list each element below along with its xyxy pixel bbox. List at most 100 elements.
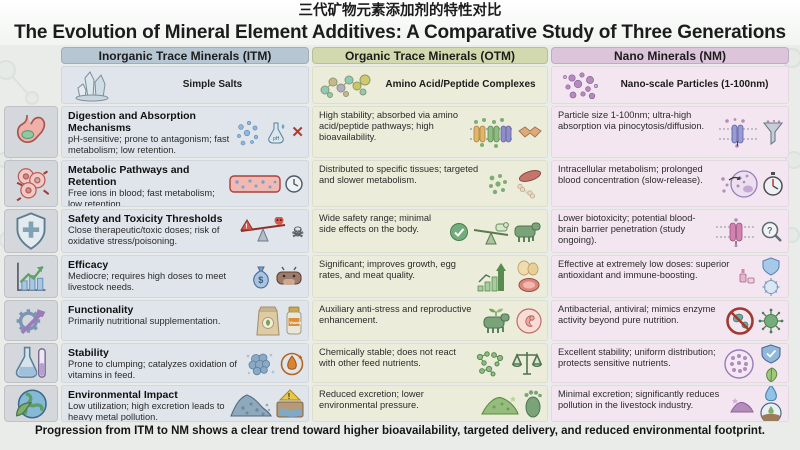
svg-text:pH: pH (273, 136, 280, 142)
svg-text:Vitamin: Vitamin (289, 321, 301, 325)
cell-text: Effective at extremely low doses: superi… (558, 259, 730, 280)
row-title: Digestion and Absorption Mechanisms (68, 110, 196, 134)
footer-conclusion: Progression from ITM to NM shows a clear… (35, 425, 765, 437)
oxidation-drop-icon (280, 352, 304, 375)
shield-cross-icon (16, 212, 46, 250)
footprint-icon (524, 390, 542, 418)
barrier-channel-icon (716, 217, 756, 247)
cell-itm-stability: Stability Prone to clumping; catalyzes o… (61, 343, 309, 383)
subheader-label-otm: Amino Acid/Peptide Complexes (385, 79, 536, 91)
ph-flask-icon: pH (268, 122, 285, 143)
subheader-itm: Simple Salts (61, 66, 309, 104)
subheader-label-itm: Simple Salts (182, 79, 243, 91)
header-spacer (4, 47, 58, 64)
seesaw-warning-icon: ! (240, 216, 286, 241)
cell-text: Intracellular metabolism; prolonged bloo… (558, 164, 703, 185)
funnel-icon (762, 119, 784, 145)
cell-text: Significant; improves growth, egg rates,… (319, 259, 456, 280)
row-title: Efficacy (68, 259, 109, 271)
cell-text: Distributed to specific tissues; targete… (319, 164, 479, 185)
cow-icon (514, 222, 541, 242)
flask-tube-icon (15, 346, 46, 378)
row-icon-digestion (4, 106, 58, 158)
cell-text: Excellent stability; uniform distributio… (558, 347, 716, 368)
cell-text: Antibacterial, antiviral; mimics enzyme … (558, 304, 716, 325)
row-icon-stability (4, 343, 58, 383)
cell-itm-functionality: Functionality Primarily nutritional supp… (61, 300, 309, 341)
growth-bars-icon (477, 263, 506, 292)
cow-sprout-icon (483, 308, 510, 333)
balance-scale-icon (511, 351, 543, 375)
gear-tools-icon (16, 308, 46, 334)
virus-icon (758, 308, 784, 334)
green-mound-icon (481, 396, 519, 415)
row-title: Metabolic Pathways and Retention (68, 164, 190, 188)
embryo-icon (516, 308, 542, 334)
handshake-icon (518, 125, 542, 138)
page-header: 三代矿物元素添加剂的特性对比 The Evolution of Mineral … (0, 0, 800, 45)
cell-otm-digestion: High stability; absorbed via amino acid/… (312, 106, 548, 158)
x-mark-icon: ✕ (291, 124, 304, 141)
small-mound-icon (730, 398, 754, 413)
muscle-bone-icon (517, 170, 542, 199)
cell-text: Particle size 1-100nm; ultra-high absorp… (558, 110, 705, 131)
row-icon-metabolic (4, 160, 58, 207)
cell-text: High stability; absorbed via amino acid/… (319, 110, 459, 142)
cells-icon (16, 167, 49, 201)
cell-nm-metabolic: Intracellular metabolism; prolonged bloo… (551, 160, 789, 207)
cell-text: Wide safety range; minimal side effects … (319, 213, 432, 234)
stopwatch-icon (763, 172, 783, 196)
cell-itm-environment: Environmental Impact Low utilization; hi… (61, 385, 309, 422)
molecules-icon (476, 350, 504, 376)
svg-text:!: ! (288, 392, 291, 401)
cell-text: Mediocre; requires high doses to meet li… (68, 271, 227, 292)
shield-immune-icon (762, 257, 780, 296)
cell-nm-functionality: Antibacterial, antiviral; mimics enzyme … (551, 300, 789, 341)
cell-otm-functionality: Auxiliary anti-stress and reproductive e… (312, 300, 548, 341)
cell-itm-efficacy: Efficacy Mediocre; requires high doses t… (61, 255, 309, 298)
cell-nm-digestion: Particle size 1-100nm; ultra-high absorp… (551, 106, 789, 158)
cell-text: Primarily nutritional supplementation. (68, 316, 221, 326)
row-icon-functionality (4, 300, 58, 341)
cell-itm-metabolic: Metabolic Pathways and Retention Free io… (61, 160, 309, 207)
svg-text:$: $ (258, 275, 263, 285)
nano-membrane-icon (719, 117, 757, 148)
clean-water-earth-icon (760, 386, 782, 421)
cell-text: pH-sensitive; prone to antagonism; fast … (68, 134, 230, 155)
subheader-spacer (4, 66, 58, 104)
cell-otm-safety: Wide safety range; minimal side effects … (312, 209, 548, 253)
cell-otm-environment: Reduced excretion; lower environmental p… (312, 385, 548, 422)
cell-nm-environment: Minimal excretion; significantly reduces… (551, 385, 789, 422)
uniform-dispersion-icon (724, 348, 754, 379)
row-icon-safety (4, 209, 58, 253)
cell-text: Lower biotoxicity; potential blood-brain… (558, 213, 696, 245)
shield-check-leaf-icon (761, 344, 781, 382)
page-title: The Evolution of Mineral Element Additiv… (14, 22, 786, 43)
feed-bag-icon (256, 306, 280, 336)
subheader-otm: Amino Acid/Peptide Complexes (312, 66, 548, 104)
peptide-molecule-icon (320, 74, 371, 98)
row-icon-efficacy (4, 255, 58, 298)
growth-chart-icon (17, 262, 46, 291)
stomach-icon (16, 114, 46, 144)
ion-dots-icon (489, 174, 507, 195)
hazard-river-icon: ! (276, 389, 304, 418)
cell-itm-safety: Safety and Toxicity Thresholds Close the… (61, 209, 309, 253)
row-icon-environment (4, 385, 58, 422)
subheader-label-nm: Nano-scale Particles (1-100nm) (620, 79, 769, 91)
cell-text: Chemically stable; does not react with o… (319, 347, 456, 368)
seesaw-cow-icon (473, 221, 509, 244)
cell-otm-stability: Chemically stable; does not react with o… (312, 343, 548, 383)
column-header-otm: Organic Trace Minerals (OTM) (312, 47, 548, 64)
no-bacteria-icon (726, 307, 754, 335)
svg-text:?: ? (767, 225, 773, 235)
subheader-nm: Nano-scale Particles (1-100nm) (551, 66, 789, 104)
vitamin-bottle-icon: Vitamin (286, 306, 302, 335)
nano-particles-icon (563, 72, 598, 100)
comparison-table: Inorganic Trace Minerals (ITM) Organic T… (0, 45, 800, 422)
row-title: Stability (68, 347, 109, 359)
skull-icon: ☠ (291, 223, 304, 240)
title-chinese: 三代矿物元素添加剂的特性对比 (298, 3, 502, 19)
check-circle-icon (450, 222, 468, 241)
column-header-nm: Nano Minerals (NM) (551, 47, 789, 64)
